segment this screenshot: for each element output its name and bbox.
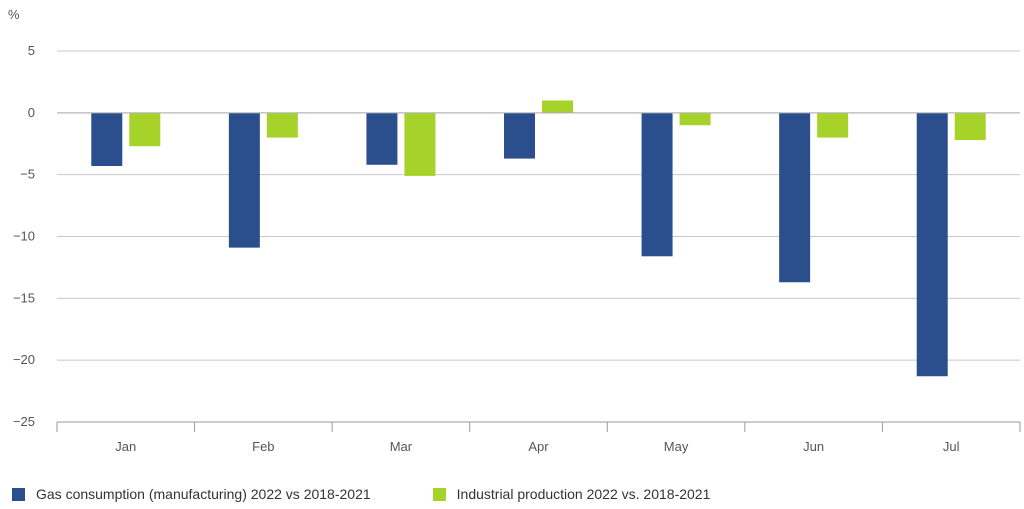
bar-gas-apr xyxy=(504,112,535,159)
legend-item-industrial: Industrial production 2022 vs. 2018-2021 xyxy=(432,486,711,502)
bar-industrial-may xyxy=(679,112,711,126)
x-tick-label: Jun xyxy=(803,439,824,454)
y-tick-label: −10 xyxy=(13,229,35,244)
bar-industrial-jun xyxy=(817,112,849,138)
axes: 5 0 −5 −10 −15 −20 −25 Jan Feb Mar Apr May Jun Jul xyxy=(13,43,1021,454)
y-tick-label: −5 xyxy=(20,167,35,182)
x-tick-label: Jul xyxy=(943,439,960,454)
bar-gas-mar xyxy=(366,112,398,165)
legend-swatch-industrial xyxy=(432,487,446,501)
y-tick-label: −20 xyxy=(13,352,35,367)
legend-swatch-gas xyxy=(12,487,25,501)
bars xyxy=(91,100,986,377)
x-tick-label: May xyxy=(664,439,689,454)
y-tick-label: −25 xyxy=(13,414,35,429)
legend-label-industrial: Industrial production 2022 vs. 2018-2021 xyxy=(456,486,711,502)
bar-industrial-jul xyxy=(954,112,986,141)
bar-industrial-feb xyxy=(266,112,298,138)
bar-industrial-jan xyxy=(129,112,161,147)
bar-gas-jan xyxy=(91,112,123,167)
gridlines xyxy=(57,50,1020,361)
y-axis-label: % xyxy=(8,7,20,22)
y-tick-label: −15 xyxy=(13,290,35,305)
x-tick-label: Jan xyxy=(115,439,136,454)
y-tick-label: 5 xyxy=(28,43,35,58)
bar-industrial-apr xyxy=(542,100,573,113)
bar-gas-feb xyxy=(228,112,260,248)
bar-gas-jun xyxy=(779,112,811,283)
bar-gas-jul xyxy=(916,112,948,377)
x-tick-label: Mar xyxy=(390,439,413,454)
legend: Gas consumption (manufacturing) 2022 vs … xyxy=(12,486,710,502)
bar-gas-may xyxy=(641,112,673,257)
x-tick-label: Apr xyxy=(528,439,549,454)
legend-item-gas: Gas consumption (manufacturing) 2022 vs … xyxy=(12,486,371,502)
bar-industrial-mar xyxy=(404,112,436,176)
legend-label-gas: Gas consumption (manufacturing) 2022 vs … xyxy=(36,486,371,502)
x-tick-label: Feb xyxy=(252,439,274,454)
y-tick-label: 0 xyxy=(28,105,35,120)
